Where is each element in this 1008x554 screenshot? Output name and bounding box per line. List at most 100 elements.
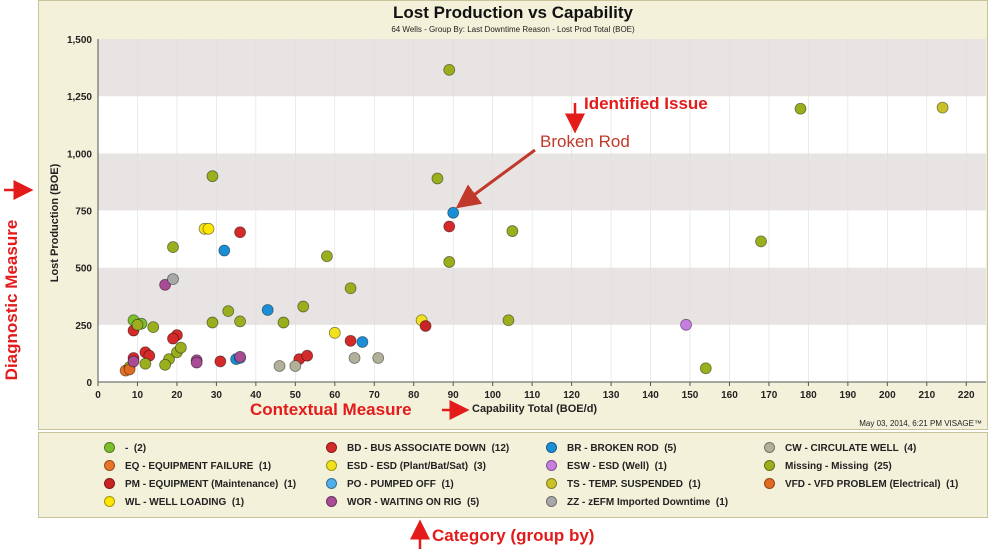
data-point [419,320,432,332]
y-tick-label: 250 [75,321,92,332]
y-tick-label: 1,500 [67,35,92,46]
annotation-broken-rod: Broken Rod [540,132,630,151]
legend-item[interactable]: CW - CIRCULATE WELL (4) [764,442,916,454]
data-point [206,170,219,183]
legend-item[interactable]: WL - WELL LOADING (1) [104,496,244,508]
data-point [222,305,235,318]
x-tick-label: 110 [524,390,541,401]
grid-band [98,267,986,325]
data-point [190,356,203,369]
data-point [301,349,314,362]
data-point [344,282,357,295]
data-point [699,362,712,375]
data-point [174,341,187,354]
x-tick-label: 130 [603,390,620,401]
y-axis-title: Lost Production (BOE) [49,163,61,283]
legend-marker [546,442,557,453]
data-point [206,316,219,329]
legend-panel [38,432,988,518]
legend-item[interactable]: Missing - Missing (25) [764,460,892,472]
annotation-identified-issue: Identified Issue [584,94,708,113]
legend-marker [326,478,337,489]
x-tick-label: 60 [329,390,341,401]
data-point [159,278,171,291]
data-point [321,250,333,263]
legend-item[interactable]: PM - EQUIPMENT (Maintenance) (1) [104,478,296,490]
legend-item[interactable]: ESW - ESD (Well) (1) [546,460,667,472]
legend-marker [326,460,337,471]
data-point [502,314,515,327]
legend-marker [104,496,115,507]
legend-item[interactable]: - (2) [104,442,146,454]
legend-marker [546,478,557,489]
data-point [443,220,456,233]
legend-item[interactable]: BR - BROKEN ROD (5) [546,442,676,454]
legend-marker [764,460,775,471]
x-tick-label: 190 [840,390,857,401]
x-tick-label: 30 [211,390,223,401]
legend-marker [764,478,775,489]
grid-band [98,210,986,268]
grid-band [98,324,986,382]
x-tick-label: 170 [761,390,778,401]
data-point [447,206,460,219]
x-tick-label: 50 [290,390,302,401]
data-point [506,225,519,237]
x-tick-label: 0 [95,390,101,401]
x-tick-label: 220 [958,390,975,401]
annotation-contextual-measure: Contextual Measure [250,400,412,419]
x-tick-label: 120 [563,390,580,401]
data-point [277,316,290,329]
legend-label: WL - WELL LOADING (1) [125,497,245,508]
legend-item[interactable]: BD - BUS ASSOCIATE DOWN (12) [326,442,509,454]
legend-marker [546,460,557,471]
legend-item[interactable]: WOR - WAITING ON RIG (5) [326,496,479,508]
data-point [372,352,385,364]
data-point [297,300,310,313]
legend-item[interactable]: EQ - EQUIPMENT FAILURE (1) [104,460,271,472]
data-point [127,355,140,368]
legend-item[interactable]: TS - TEMP. SUSPENDED (1) [546,478,701,490]
legend-item[interactable]: ZZ - zEFM Imported Downtime (1) [546,496,728,508]
legend-label: Missing - Missing (25) [785,461,892,472]
legend-label: WOR - WAITING ON RIG (5) [347,497,480,508]
data-point [167,241,179,253]
data-point [131,318,144,331]
data-point [234,350,246,363]
legend-label: PO - PUMPED OFF (1) [347,479,454,490]
x-tick-label: 150 [682,390,699,401]
legend-item[interactable]: VFD - VFD PROBLEM (Electrical) (1) [764,478,958,490]
legend-label: TS - TEMP. SUSPENDED (1) [567,479,701,490]
legend-label: BD - BUS ASSOCIATE DOWN (12) [347,443,510,454]
data-point [234,226,246,239]
grid-band [98,96,986,154]
legend-label: EQ - EQUIPMENT FAILURE (1) [125,461,272,472]
data-point [273,360,286,372]
data-point [159,358,171,371]
x-tick-label: 70 [369,390,381,401]
legend-marker [104,442,115,453]
x-tick-label: 100 [484,390,501,401]
data-point [218,244,231,257]
broken-rod-arrow [455,148,536,209]
legend-item[interactable]: ESD - ESD (Plant/Bat/Sat) (3) [326,460,486,472]
x-tick-label: 90 [448,390,460,401]
data-point [214,355,227,368]
chart-title: Lost Production vs Capability [393,3,633,22]
y-tick-label: 1,250 [67,92,92,103]
x-axis-title: Capability Total (BOE/d) [472,403,598,415]
x-tick-label: 80 [408,390,420,401]
legend-marker [326,442,337,453]
annotation-category: Category (group by) [432,526,595,545]
data-point [234,315,246,328]
data-point [328,326,341,339]
x-tick-label: 160 [721,390,738,401]
legend-marker [326,496,337,507]
legend-item[interactable]: PO - PUMPED OFF (1) [326,478,454,490]
legend-marker [104,478,115,489]
legend-marker [764,442,775,453]
legend-marker [546,496,557,507]
data-point [344,334,357,347]
timestamp: May 03, 2014, 6:21 PM VISAGE™ [859,419,982,428]
data-point [936,101,949,114]
